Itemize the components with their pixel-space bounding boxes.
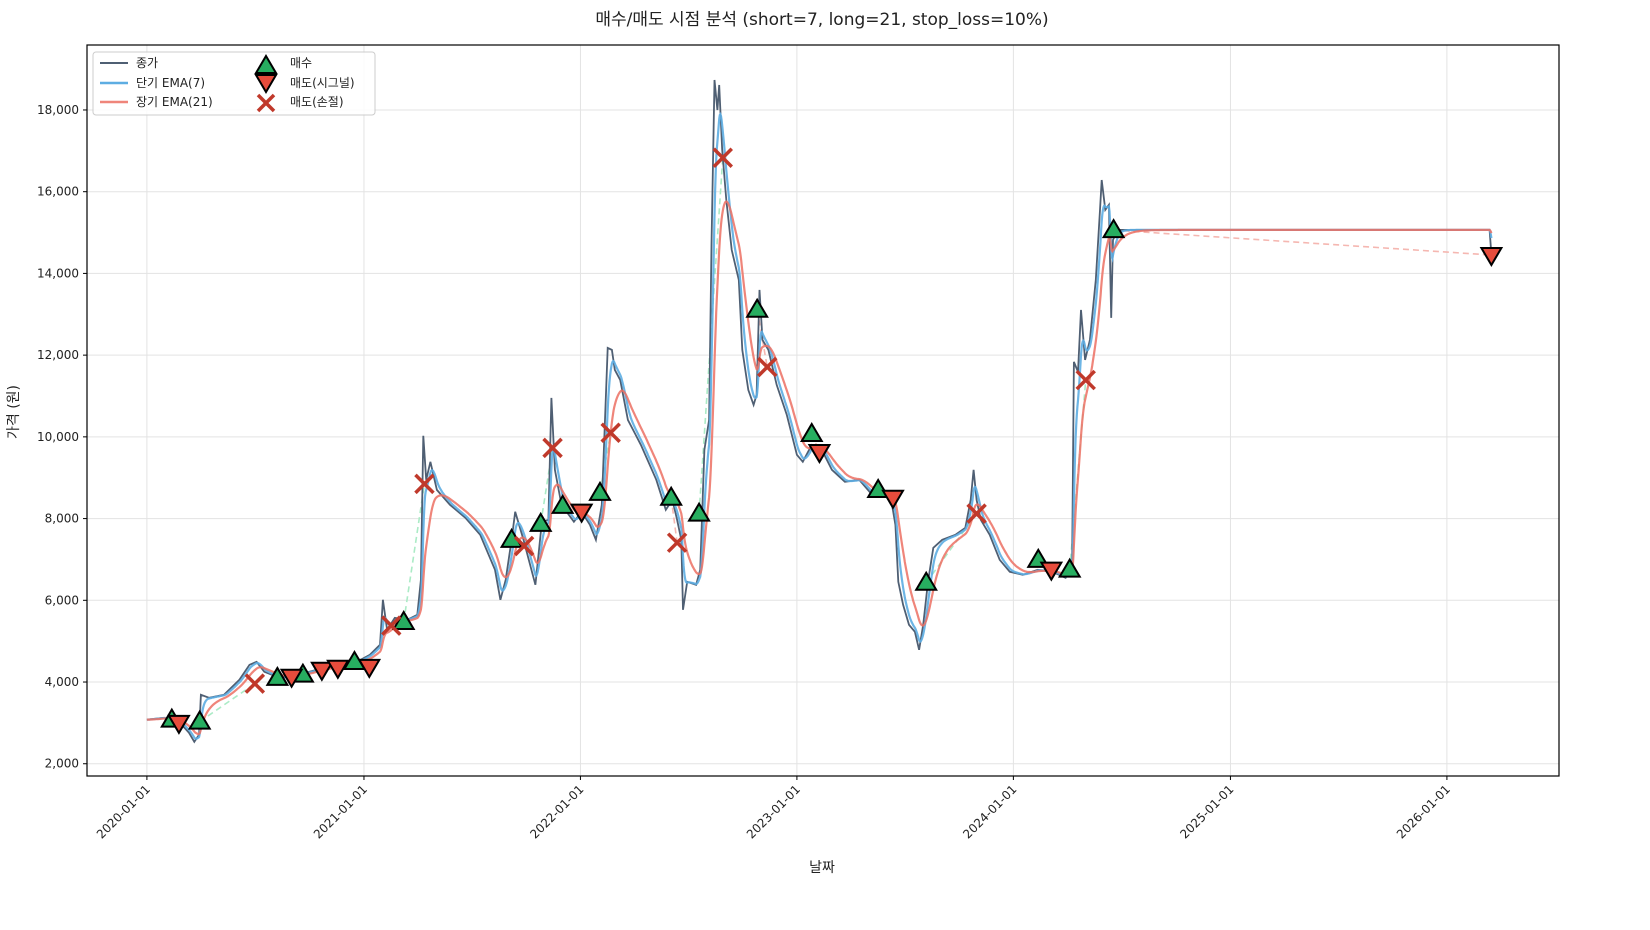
sell-stop-marker [414, 473, 435, 495]
x-tick-label: 2021-01-01 [311, 782, 370, 841]
x-axis: 2020-01-01 2021-01-01 2022-01-01 2023-01-01… [94, 776, 1453, 841]
sell-stop-marker [1075, 369, 1096, 391]
trade-line [402, 483, 426, 623]
legend: 종가 단기 EMA(7) 장기 EMA(21) 매수 매도(시그널) 매도(손절… [92, 51, 376, 116]
x-tick-label: 2020-01-01 [94, 782, 153, 841]
series-lines [146, 79, 1493, 744]
sell-signal-marker [279, 668, 304, 689]
sell-signal-marker [881, 489, 905, 510]
sell-stop-marker [600, 422, 621, 444]
buy-marker [745, 297, 769, 318]
y-tick-label: 6,000 [45, 593, 79, 607]
buy-marker [659, 485, 683, 506]
sell-stop-marker [666, 532, 688, 553]
trade-line [1113, 229, 1492, 256]
sell-signal-marker [1479, 247, 1504, 267]
y-tick-label: 18,000 [37, 103, 79, 117]
sell-stop-stroke [712, 147, 734, 169]
legend-buy-label: 매수 [290, 56, 312, 70]
short-ema-line [146, 111, 1493, 740]
legend-sell-stop-label: 매도(손절) [290, 95, 344, 109]
sell-stop-stroke [666, 532, 688, 553]
legend-short-ema-label: 단기 EMA(7) [136, 76, 205, 90]
sell-signal-marker [310, 661, 334, 682]
sell-stop-marker [513, 535, 535, 557]
trade-lines [171, 157, 1492, 724]
sell-stop-marker [712, 147, 734, 169]
buy-marker [187, 709, 212, 730]
sell-stop-marker [244, 673, 266, 694]
buy-marker [1057, 557, 1082, 578]
legend-sell-signal-label: 매도(시그널) [290, 76, 355, 90]
trade-line [670, 497, 678, 543]
x-tick-label: 2024-01-01 [960, 782, 1019, 841]
sell-stop-stroke [1075, 369, 1096, 391]
legend-sell-stop-icon [256, 93, 276, 113]
sell-stop-stroke [414, 473, 435, 495]
sell-stop-marker [966, 503, 987, 524]
legend-close-label: 종가 [136, 56, 158, 70]
x-tick-label: 2025-01-01 [1177, 782, 1236, 841]
sell-stop-stroke [542, 437, 563, 459]
x-axis-label: 날짜 [809, 860, 835, 876]
buy-marker [914, 570, 938, 591]
sell-stop-stroke [600, 422, 621, 444]
sell-signal-marker [167, 714, 191, 735]
sell-stop-marker [381, 615, 402, 636]
sell-signal-marker [569, 503, 594, 524]
sell-stop-stroke [757, 356, 778, 378]
buy-marker [550, 493, 575, 514]
y-tick-label: 16,000 [37, 185, 79, 199]
y-axis: 2,000 4,000 6,000 8,000 10,000 12,000 14,000 16… [37, 103, 87, 771]
sell-signal-marker [807, 443, 832, 464]
sell-signal-marker [1039, 561, 1064, 582]
sell-stop-stroke [381, 615, 402, 636]
x-tick-label: 2026-01-01 [1394, 782, 1453, 841]
buy-marker [1101, 218, 1126, 239]
legend-buy-icon [254, 54, 278, 74]
long-ema-line [146, 200, 1493, 736]
buy-marker [265, 665, 290, 686]
buy-marker [687, 501, 711, 522]
close-line [146, 79, 1493, 744]
sell-stop-stroke [966, 503, 987, 524]
y-axis-label: 가격 (원) [6, 385, 22, 439]
sell-signal-marker [357, 658, 382, 679]
y-tick-label: 2,000 [45, 757, 79, 771]
buy-marker [528, 511, 553, 532]
sell-stop-marker [542, 437, 563, 459]
sell-stop-stroke [244, 673, 266, 694]
y-tick-label: 4,000 [45, 675, 79, 689]
x-tick-label: 2023-01-01 [744, 782, 803, 841]
plot-frame [86, 44, 1560, 777]
chart-title: 매수/매도 시점 분석 (short=7, long=21, stop_loss… [595, 10, 1048, 30]
signal-markers [160, 147, 1504, 735]
grid [87, 45, 1559, 776]
legend-long-ema-label: 장기 EMA(21) [136, 95, 213, 109]
y-tick-label: 14,000 [37, 266, 79, 280]
buy-marker [799, 422, 824, 442]
sell-stop-stroke [513, 535, 535, 557]
y-tick-label: 12,000 [37, 348, 79, 362]
sell-signal-marker [326, 659, 350, 680]
x-tick-label: 2022-01-01 [527, 782, 586, 841]
legend-sell-signal-icon [254, 74, 278, 94]
buy-marker [588, 480, 612, 501]
y-tick-label: 8,000 [45, 512, 79, 526]
sell-stop-marker [757, 356, 778, 378]
y-tick-label: 10,000 [37, 430, 79, 444]
trade-line [199, 682, 256, 723]
